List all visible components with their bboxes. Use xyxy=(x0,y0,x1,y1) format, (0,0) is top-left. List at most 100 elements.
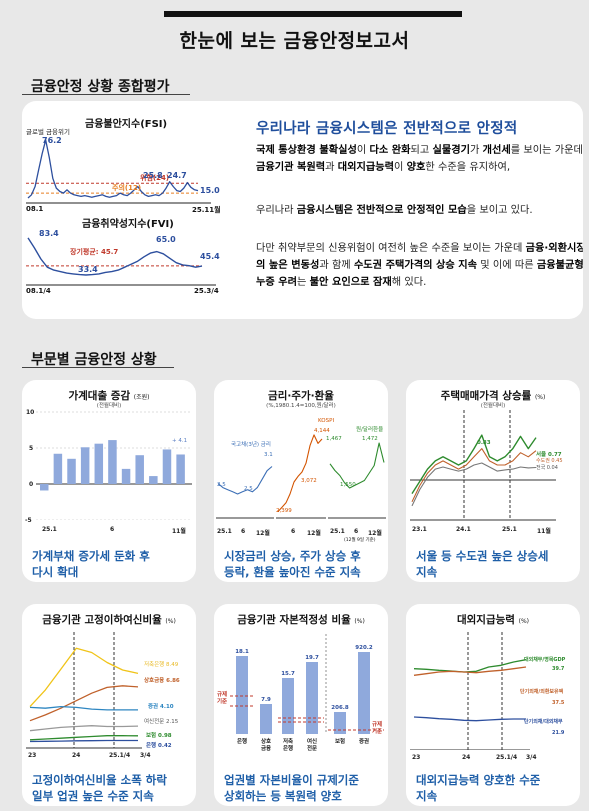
fsi-caution-label: 주의(12) xyxy=(112,184,142,192)
bar xyxy=(94,443,104,484)
fx-value: 1,472 xyxy=(362,436,378,442)
mutual-finance-label: 상호금융 6.86 xyxy=(144,678,180,684)
bar xyxy=(260,704,272,734)
bar xyxy=(67,458,76,484)
fvi-last-value: 45.4 xyxy=(200,252,220,261)
summary-card: 금융불안지수(FSI) 글로벌 금융위기 76.2 위험(24) 주의(12) … xyxy=(22,101,583,319)
bar xyxy=(162,449,172,484)
fvi-high-value: 65.0 xyxy=(156,235,176,244)
rate-value: 2.5 xyxy=(244,486,253,492)
rate-value: 2.5 xyxy=(217,482,226,488)
peak-value: 0.83 xyxy=(477,440,491,446)
x-tick: 11월 xyxy=(537,528,551,535)
fsi-last-value: 15.0 xyxy=(200,186,220,195)
x-tick: 25.1 xyxy=(502,526,517,533)
npl-ratio-chart xyxy=(26,632,142,749)
insurance-label: 보험 0.98 xyxy=(146,733,172,739)
last-value-label: + 4.1 xyxy=(172,438,188,444)
fsi-chart xyxy=(26,139,211,204)
card-rates-stocks-fx: 금리·주가·환율 (%,1980.1.4=100,원/달러) 국고채(3년) 금… xyxy=(214,380,388,582)
fsi-crisis-label: 글로벌 금융위기 xyxy=(26,128,70,136)
x-tick: 6 xyxy=(110,526,115,533)
summary-paragraph-1: 국제 통상환경 불확실성이 다소 완화되고 실물경기가 개선세를 보이는 가운데… xyxy=(256,145,583,173)
category-label: 전문 xyxy=(307,744,317,752)
bar-value: 7.9 xyxy=(261,697,271,703)
x-tick: 25.1 xyxy=(330,528,345,535)
fvi-x-start: 08.1/4 xyxy=(26,287,51,295)
card-subtitle: (전월대비) xyxy=(480,403,506,409)
kospi-series-line xyxy=(277,434,323,512)
securities-line xyxy=(29,705,138,711)
fsi-series-line xyxy=(27,139,199,199)
kospi-label: KOSPI xyxy=(318,418,335,424)
credit-finance-line xyxy=(29,725,139,732)
fsi-peak-value: 76.2 xyxy=(42,136,62,145)
bar xyxy=(282,678,294,734)
summary-paragraph-2: 우리나라 금융시스템은 전반적으로 안정적인 모습을 보이고 있다. xyxy=(256,205,533,216)
fvi-x-end: 25.3/4 xyxy=(194,287,219,295)
x-tick: 6 xyxy=(291,528,296,535)
bar-value: 19.7 xyxy=(305,655,319,661)
card-caption: 고정이하여신비율 소폭 하락 일부 업권 높은 수준 지속 xyxy=(32,773,167,803)
card-household-loans: 가계대출 증감 (조원) (전월대비) 10 5 0 -5 + 4.1 25.1… xyxy=(22,380,196,582)
fx-value: 1,550 xyxy=(340,482,356,488)
x-tick: 24 xyxy=(72,752,81,759)
category-label: 상호 xyxy=(261,737,271,745)
fx-series-line xyxy=(329,442,385,489)
section-heading-overall: 금융안정 상황 종합평가 xyxy=(31,79,170,95)
short-debt-reserves-line xyxy=(413,666,527,676)
rate-series-label: 국고채(3년) 금리 xyxy=(231,442,271,448)
fsi-x-end: 25.11월 xyxy=(192,206,221,214)
fvi-chart xyxy=(26,237,216,286)
short-debt-reserves-value: 37.5 xyxy=(552,700,565,706)
x-tick: 6 xyxy=(354,528,359,535)
card-caption: 대외지급능력 양호한 수준 지속 xyxy=(416,773,541,803)
card-npl-ratio: 금융기관 고정이하여신비율 (%) 저축은행 8.49 상호금융 6.86 증권… xyxy=(22,604,196,806)
bar xyxy=(40,484,49,491)
card-title: 가계대출 증감 (조원) xyxy=(68,390,150,402)
card-caption: 시장금리 상승, 주가 상승 후 등락, 환율 높아진 수준 지속 xyxy=(224,549,361,579)
card-title: 대외지급능력 (%) xyxy=(456,614,529,626)
regulatory-label: 규제 기준 xyxy=(372,722,383,735)
card-title: 금융기관 자본적정성 비율 (%) xyxy=(237,614,365,626)
bar xyxy=(334,712,346,734)
card-caption: 가계부채 증가세 둔화 후 다시 확대 xyxy=(32,549,150,579)
nation-label: 전국 0.04 xyxy=(536,465,558,471)
fx-value: 1,467 xyxy=(326,436,342,442)
card-title: 금융기관 고정이하여신비율 (%) xyxy=(42,614,176,626)
kospi-value: 3,072 xyxy=(301,478,317,484)
x-tick: 12월 xyxy=(368,530,382,537)
category-label: 여신 xyxy=(307,737,317,745)
rates-stocks-fx-chart xyxy=(216,434,386,519)
fvi-low-value: 33.4 xyxy=(78,265,98,274)
fsi-value-1: 25.8 xyxy=(143,171,163,180)
capital-series-line xyxy=(411,448,537,503)
card-title: 주택매매가격 상승률 (%) xyxy=(440,390,546,402)
bar xyxy=(306,662,318,734)
category-label: 은행 xyxy=(237,737,247,745)
x-tick: 23 xyxy=(28,752,37,759)
x-tick: 3/4 xyxy=(140,752,151,759)
bar xyxy=(176,454,185,484)
y-tick: -5 xyxy=(25,517,32,524)
regulatory-label: 규제 기준 xyxy=(217,692,228,705)
credit-finance-label: 여신전문 2.15 xyxy=(144,719,179,725)
external-solvency-chart xyxy=(410,632,530,750)
y-tick: 10 xyxy=(26,409,35,416)
fsi-value-2: 24.7 xyxy=(167,171,187,180)
card-subtitle: (%,1980.1.4=100,원/달러) xyxy=(266,403,336,409)
x-tick: 23.1 xyxy=(412,526,427,533)
category-label: 금융 xyxy=(261,744,271,752)
mutual-finance-line xyxy=(29,685,139,722)
x-tick: 25.1 xyxy=(217,528,232,535)
fx-label: 원/달러환율 xyxy=(356,427,384,433)
bar-value: 18.1 xyxy=(235,649,249,655)
category-label: 보험 xyxy=(335,737,345,745)
kospi-value: 4,144 xyxy=(314,428,330,434)
category-label: 증권 xyxy=(359,737,369,745)
card-housing-prices: 주택매매가격 상승률 (%) (전월대비) 0.83 서울 0.77 수도권 0… xyxy=(406,380,580,582)
x-tick: 24 xyxy=(462,754,471,761)
x-tick: 25.1/4 xyxy=(496,754,518,761)
fsi-title: 금융불안지수(FSI) xyxy=(85,119,168,130)
bar xyxy=(108,440,117,484)
